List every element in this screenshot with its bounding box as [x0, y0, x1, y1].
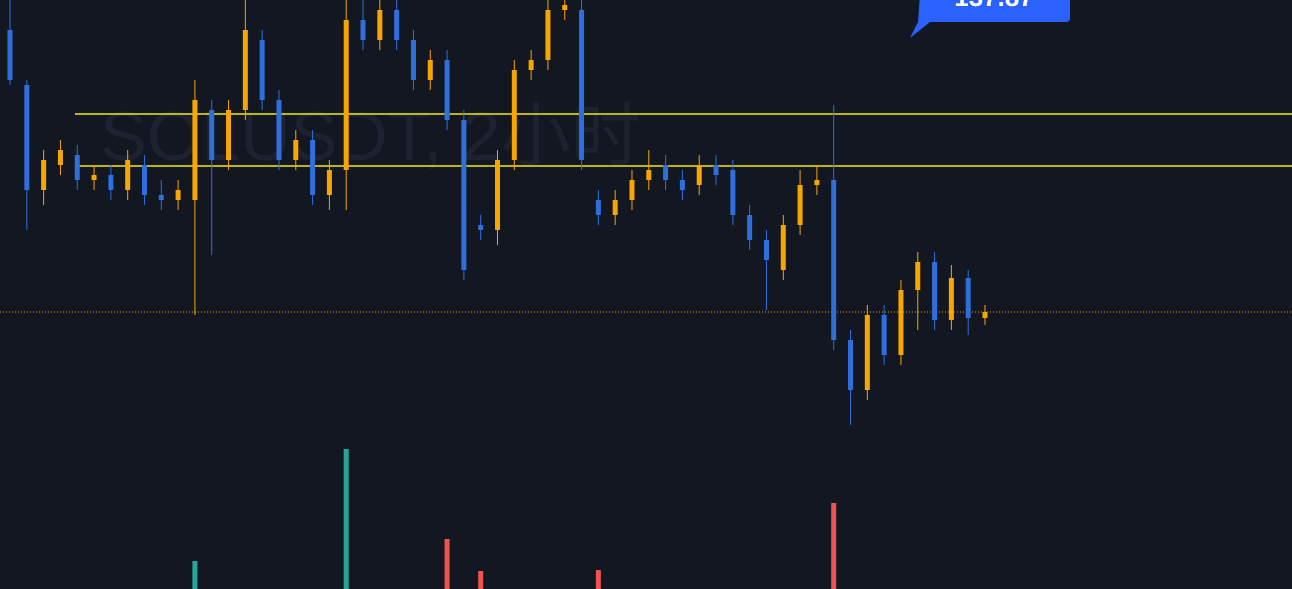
candle-body [898, 290, 904, 355]
candle-body [175, 190, 181, 200]
candle-body [410, 40, 416, 80]
volume-bar [595, 570, 601, 589]
candle-body [226, 110, 232, 160]
candle-body [629, 180, 635, 200]
price-label-box [910, 0, 1070, 38]
candle-body [57, 150, 63, 165]
candle-body [259, 40, 265, 100]
candle-body [797, 185, 803, 225]
candle-body [394, 10, 400, 40]
candle-body [192, 100, 198, 200]
candle-body [982, 312, 988, 318]
candle-body [91, 175, 97, 180]
candle-body [562, 5, 568, 10]
candle-body [293, 140, 299, 160]
candle-body [511, 70, 517, 160]
candle-body [915, 262, 921, 290]
candle-body [864, 315, 870, 390]
candle-body [478, 225, 484, 230]
candle-body [595, 200, 601, 215]
volume-bar [343, 449, 349, 589]
candle-body [679, 180, 685, 190]
candle-body [7, 30, 13, 80]
candle-body [545, 10, 551, 60]
volume-bar [831, 503, 837, 589]
candle-body [848, 340, 854, 390]
candle-body [209, 110, 215, 160]
candle-body [831, 180, 837, 340]
candle-body [948, 278, 954, 320]
candle-body [242, 30, 248, 110]
candle-body [310, 140, 316, 195]
candle-body [125, 160, 131, 190]
candle-body [612, 200, 618, 215]
candle-body [24, 85, 30, 190]
candle-body [427, 60, 433, 80]
candle-body [276, 100, 282, 160]
watermark: SOLUSDT, 2小时 [100, 97, 641, 175]
candle-body [461, 120, 467, 270]
volume-bar [192, 561, 198, 589]
candle-body [326, 170, 332, 195]
volume-bar [444, 539, 450, 589]
candle-body [763, 240, 769, 260]
candle-body [780, 225, 786, 270]
volume-bar [478, 571, 484, 589]
candle-body [108, 175, 114, 190]
candle-body [158, 195, 164, 200]
candle-body [528, 60, 534, 70]
price-label: 137.87 [954, 0, 1034, 12]
candle-body [663, 165, 669, 180]
candle-body [814, 180, 820, 185]
candle-body [343, 20, 349, 170]
candle-body [730, 170, 736, 215]
candle-body [360, 20, 366, 40]
candle-body [747, 215, 753, 240]
candle-body [696, 165, 702, 185]
candle-body [579, 10, 585, 160]
candle-body [713, 165, 719, 175]
candle-body [646, 170, 652, 180]
candle-body [377, 10, 383, 40]
candle-body [74, 155, 80, 180]
candle-body [965, 278, 971, 318]
candle-body [141, 165, 147, 195]
candle-body [41, 160, 47, 190]
candle-body [444, 60, 450, 120]
candle-body [881, 315, 887, 355]
candle-body [495, 160, 500, 230]
candle-body [932, 262, 938, 320]
